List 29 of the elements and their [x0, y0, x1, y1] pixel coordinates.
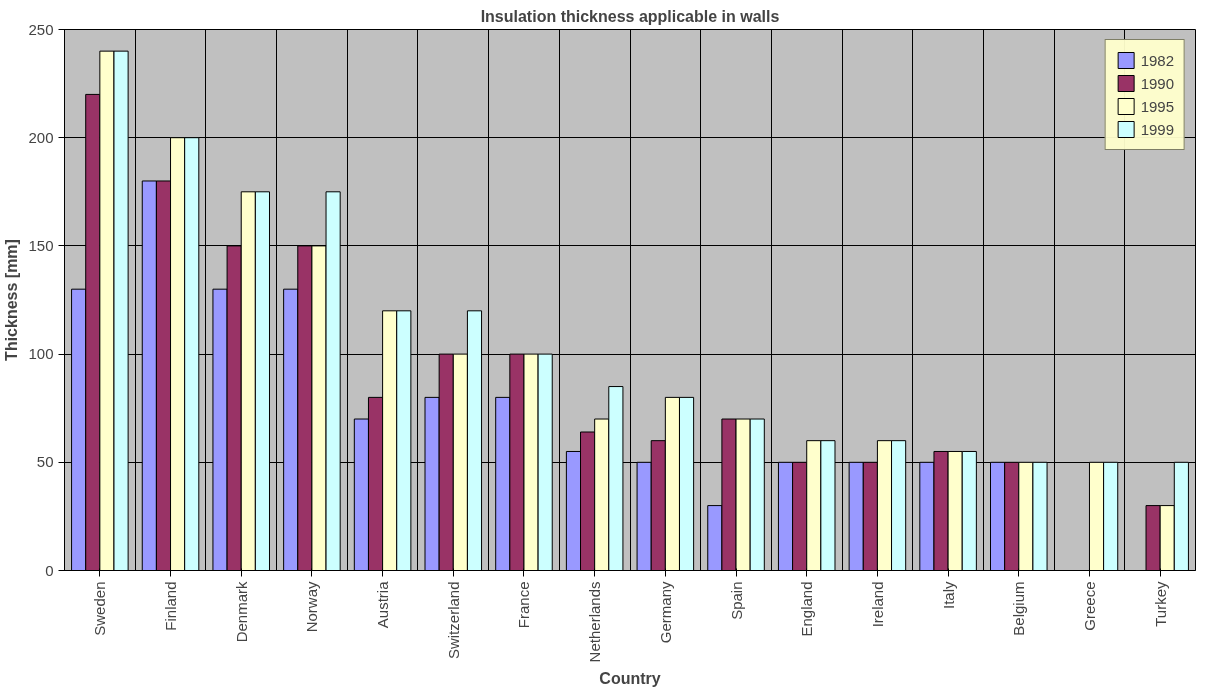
y-tick-label: 250 [28, 20, 54, 38]
x-tick-label: Turkey [1151, 581, 1169, 627]
y-tick-label: 150 [28, 236, 54, 254]
x-tick-label: Norway [303, 581, 321, 633]
x-tick-label: Switzerland [444, 581, 462, 660]
x-tick-label: Belgium [1010, 581, 1028, 636]
x-tick-label: Austria [374, 580, 392, 629]
legend-label: 1999 [1140, 120, 1174, 138]
x-tick-label: Spain [727, 581, 745, 620]
x-tick-label: Netherlands [586, 581, 604, 663]
x-tick-label: Denmark [232, 581, 250, 643]
legend-label: 1982 [1140, 51, 1174, 69]
x-tick-label: Ireland [868, 581, 886, 628]
y-tick-label: 100 [28, 345, 54, 363]
y-axis-title: Thickness [mm] [3, 239, 21, 361]
y-tick-label: 50 [36, 453, 54, 471]
legend-label: 1990 [1140, 74, 1174, 92]
x-tick-label: Sweden [91, 581, 109, 636]
x-axis-title: Country [599, 670, 661, 688]
x-tick-label: France [515, 581, 533, 629]
legend-label: 1995 [1140, 97, 1174, 115]
y-tick-label: 200 [28, 128, 54, 146]
chart-title: Insulation thickness applicable in walls [480, 7, 780, 25]
x-tick-label: Greece [1080, 581, 1098, 631]
x-tick-label: England [798, 581, 816, 637]
x-tick-label: Germany [656, 581, 674, 644]
x-tick-label: Finland [162, 581, 180, 631]
y-tick-label: 0 [45, 561, 54, 579]
x-tick-label: Italy [939, 581, 957, 610]
